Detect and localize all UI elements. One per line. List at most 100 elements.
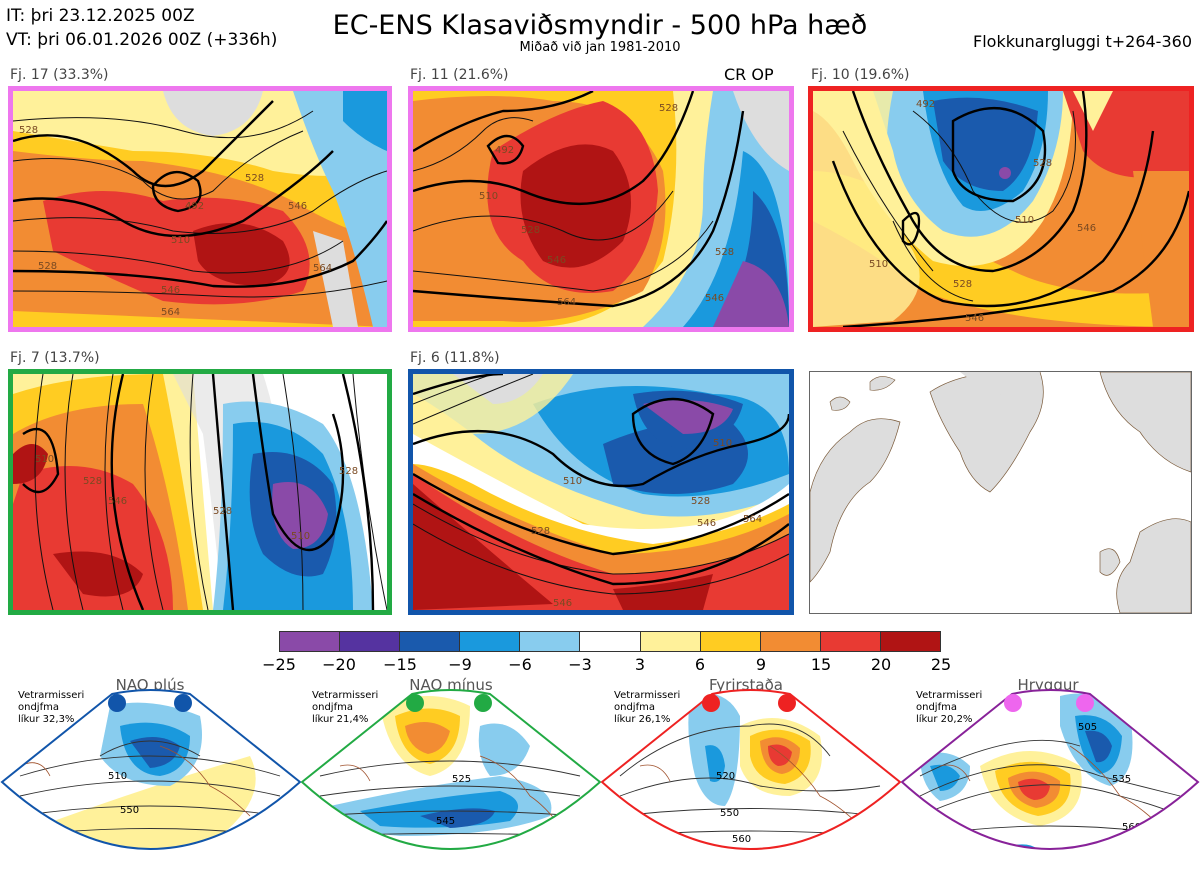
svg-text:510: 510 [35, 454, 54, 465]
valid-time: VT: þri 06.01.2026 00Z (+336h) [6, 30, 278, 50]
colorbar [279, 631, 941, 652]
colorbar-tick: 9 [755, 655, 767, 674]
svg-text:564: 564 [313, 263, 332, 274]
classification-window: Flokkunargluggi t+264-360 [973, 32, 1192, 51]
svg-text:528: 528 [339, 466, 358, 477]
svg-text:528: 528 [1033, 158, 1052, 169]
colorbar-swatch [520, 632, 581, 651]
colorbar-swatch [400, 632, 461, 651]
colorbar-tick: 6 [694, 655, 706, 674]
colorbar-swatch [760, 632, 821, 651]
regime-dot [702, 694, 720, 712]
svg-text:528: 528 [715, 247, 734, 258]
panel-label-2: Fj. 11 (21.6%) [410, 67, 509, 83]
cluster-map-5: 510 510 528 528 546 546 564 [408, 369, 794, 615]
colorbar-tick: −6 [508, 655, 532, 674]
regime-dot [778, 694, 796, 712]
colorbar-tick: −3 [568, 655, 592, 674]
svg-text:528: 528 [213, 506, 232, 517]
svg-text:560: 560 [1122, 822, 1141, 833]
svg-text:505: 505 [1078, 722, 1097, 733]
colorbar-tick: 25 [930, 655, 952, 674]
svg-text:564: 564 [161, 307, 180, 318]
colorbar-swatch [880, 632, 941, 651]
svg-text:510: 510 [563, 476, 582, 487]
cluster-map-2: 492 510 528 546 564 528 528 546 [408, 86, 794, 332]
svg-text:535: 535 [1112, 774, 1131, 785]
svg-text:546: 546 [553, 598, 572, 609]
colorbar-tick: 15 [810, 655, 832, 674]
panel-label-1: Fj. 17 (33.3%) [10, 67, 109, 83]
svg-text:528: 528 [531, 526, 550, 537]
svg-text:528: 528 [659, 103, 678, 114]
regime-dot [1004, 694, 1022, 712]
regime-map-nao-minus: 525 545 565 [300, 689, 602, 861]
colorbar-swatch [580, 632, 641, 651]
svg-text:546: 546 [697, 518, 716, 529]
svg-text:550: 550 [720, 808, 739, 819]
svg-text:528: 528 [521, 225, 540, 236]
colorbar-swatch [820, 632, 881, 651]
regime-stat-nao-minus: Vetrarmisseri ondjfma líkur 21,4% [312, 690, 379, 725]
regime-map-blocking: 520 550 560 [600, 689, 902, 850]
colorbar-swatch [460, 632, 521, 651]
base-map [809, 371, 1192, 614]
regime-dot [174, 694, 192, 712]
svg-text:492: 492 [185, 201, 204, 212]
regime-map-nao-plus: 510 550 [0, 689, 302, 850]
regime-name-nao-minus: NAO mínus [409, 676, 493, 694]
colorbar-swatch [640, 632, 701, 651]
regime-dot [108, 694, 126, 712]
svg-text:528: 528 [19, 125, 38, 136]
svg-text:565: 565 [446, 850, 465, 861]
regime-stat-blocking: Vetrarmisseri ondjfma líkur 26,1% [614, 690, 681, 725]
colorbar-swatch [700, 632, 761, 651]
svg-text:528: 528 [83, 476, 102, 487]
svg-text:560: 560 [732, 834, 751, 845]
page-subtitle: Miðað við jan 1981-2010 [519, 40, 681, 55]
colorbar-tick: −15 [383, 655, 417, 674]
svg-text:525: 525 [452, 774, 471, 785]
regime-map-ridge: 505 535 560 [900, 689, 1200, 850]
regime-stat-ridge: Vetrarmisseri ondjfma líkur 20,2% [916, 690, 983, 725]
regime-dot [474, 694, 492, 712]
issue-time: IT: þri 23.12.2025 00Z [6, 6, 195, 26]
page-title: EC-ENS Klasaviðsmyndir - 500 hPa hæð [332, 10, 868, 41]
svg-text:510: 510 [171, 235, 190, 246]
svg-text:510: 510 [869, 259, 888, 270]
svg-text:546: 546 [705, 293, 724, 304]
regime-dot [406, 694, 424, 712]
cluster-map-3: 492 510 510 528 546 546 528 [808, 86, 1194, 332]
svg-text:492: 492 [916, 99, 935, 110]
svg-text:520: 520 [716, 771, 735, 782]
colorbar-tick: −20 [322, 655, 356, 674]
regime-name-nao-plus: NAO plús [115, 676, 185, 694]
colorbar-tick: −25 [262, 655, 296, 674]
svg-text:546: 546 [547, 255, 566, 266]
regime-stat-nao-plus: Vetrarmisseri ondjfma líkur 32,3% [18, 690, 85, 725]
regime-dot [1076, 694, 1094, 712]
svg-text:546: 546 [161, 285, 180, 296]
control-op-badge: CR OP [724, 65, 774, 84]
svg-text:528: 528 [38, 261, 57, 272]
cluster-map-4: 510 528 546 528 510 528 [8, 369, 392, 615]
svg-text:550: 550 [120, 805, 139, 816]
svg-text:492: 492 [495, 145, 514, 156]
svg-text:528: 528 [953, 279, 972, 290]
svg-text:528: 528 [245, 173, 264, 184]
svg-text:564: 564 [557, 297, 576, 308]
colorbar-tick: −9 [448, 655, 472, 674]
svg-text:564: 564 [743, 514, 762, 525]
svg-text:545: 545 [436, 816, 455, 827]
panel-label-5: Fj. 6 (11.8%) [410, 350, 500, 366]
regime-name-blocking: Fyrirstaða [709, 676, 783, 694]
panel-label-3: Fj. 10 (19.6%) [811, 67, 910, 83]
svg-text:510: 510 [1015, 215, 1034, 226]
svg-text:510: 510 [291, 531, 310, 542]
svg-text:510: 510 [108, 771, 127, 782]
colorbar-swatch [340, 632, 401, 651]
colorbar-tick: 3 [634, 655, 646, 674]
cluster-map-1: 528 492 510 528 546 564 528 546 564 [8, 86, 392, 332]
svg-text:546: 546 [288, 201, 307, 212]
panel-label-4: Fj. 7 (13.7%) [10, 350, 100, 366]
